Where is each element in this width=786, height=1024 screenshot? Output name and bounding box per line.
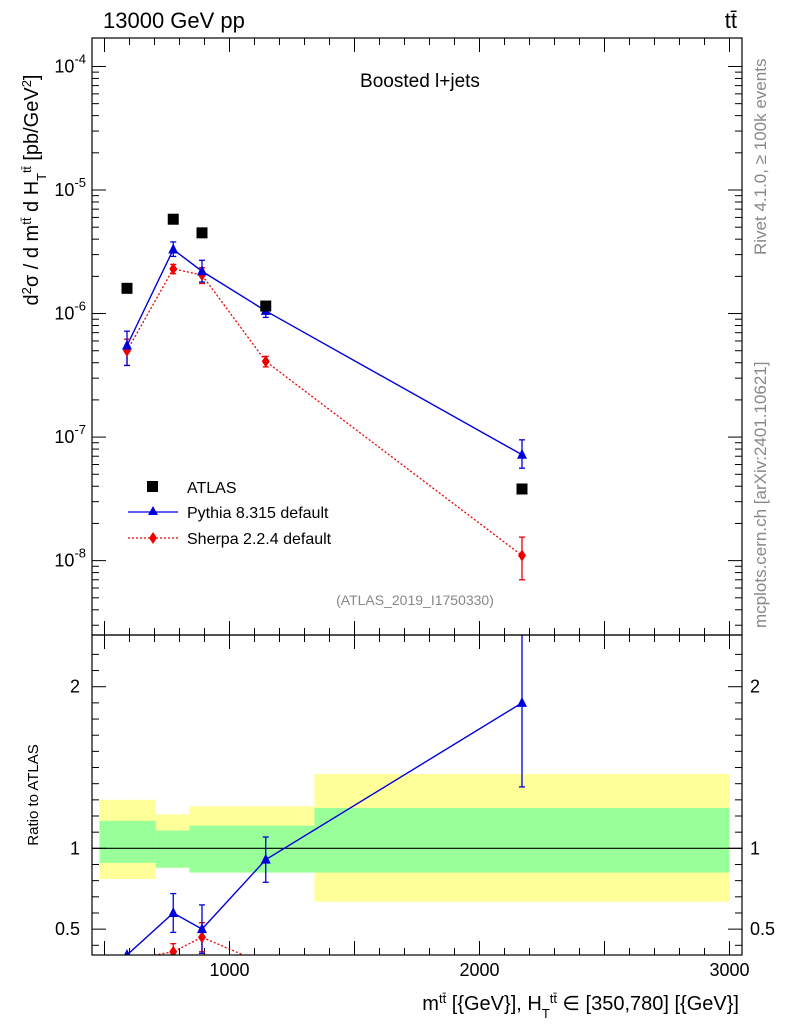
- ratio-y-tick-label-right: 0.5: [750, 919, 775, 939]
- ratio-y-tick-label-left: 1: [70, 838, 80, 858]
- ratio-frame: [91, 634, 743, 956]
- atlas-point: [516, 483, 528, 495]
- x-tick-label: 3000: [709, 960, 749, 980]
- legend-label-sherpa: Sherpa 2.2.4 default: [187, 531, 332, 548]
- x-ticks: 1000 2000 3000: [104, 635, 750, 980]
- legend: ATLAS Pythia 8.315 default Sherpa 2.2.4 …: [128, 480, 332, 548]
- mcplots-label: mcplots.cern.ch [arXiv:2401.10621]: [751, 362, 770, 628]
- ratio-sherpa-point: [126, 953, 128, 955]
- x-tick-label: 1000: [209, 960, 249, 980]
- uncertainty-band-inner: [314, 807, 730, 873]
- y-axis-label: d2σ / d mtt̄ d HTtt̄ [pb/GeV2]: [19, 75, 49, 306]
- ratio-y-axis-label: Ratio to ATLAS: [25, 744, 42, 845]
- uncertainty-band-inner: [99, 820, 156, 863]
- sherpa-point: [518, 549, 526, 562]
- ratio-y-tick-label-left: 0.5: [55, 919, 80, 939]
- x-axis-label: mtt̄ [{GeV}], HTtt̄ ∈ [350,780] [{GeV}]: [422, 991, 739, 1021]
- y-tick-label: 10-4: [54, 51, 86, 76]
- pythia-point: [197, 265, 207, 276]
- ratio-sherpa-point: [262, 959, 270, 971]
- ratio-y-tick-label-right: 1: [750, 838, 760, 858]
- legend-marker-sherpa: [149, 532, 157, 544]
- legend-marker-atlas: [147, 481, 158, 492]
- main-y-ticks: 10-8 10-7 10-6 10-5 10-4: [54, 51, 742, 626]
- ratio-pythia-point: [197, 923, 207, 934]
- header-right: tt̄: [725, 8, 737, 33]
- atlas-point: [260, 300, 272, 312]
- ratio-panel: 1000 2000 3000 0.5 0.5 1 1 2 2: [55, 635, 775, 980]
- y-tick-label: 10-6: [54, 299, 86, 324]
- uncertainty-band-inner: [189, 825, 315, 873]
- ratio-pythia-point: [168, 906, 179, 917]
- legend-label-pythia: Pythia 8.315 default: [187, 505, 329, 522]
- atlas-point: [167, 213, 179, 225]
- ratio-sherpa-point: [198, 931, 206, 944]
- ratio-y-tick-label-right: 2: [750, 677, 760, 697]
- analysis-label: (ATLAS_2019_I1750330): [336, 592, 494, 608]
- ratio-pythia-point: [517, 696, 527, 707]
- ratio-pythia-point: [260, 853, 271, 864]
- ratio-sherpa-point: [169, 945, 178, 955]
- atlas-point: [121, 282, 133, 294]
- sherpa-point: [169, 262, 178, 275]
- y-tick-label: 10-5: [54, 175, 86, 200]
- y-tick-label: 10-8: [54, 546, 86, 571]
- sherpa-line: [126, 268, 523, 557]
- ratio-y-tick-label-left: 2: [70, 677, 80, 697]
- legend-label-atlas: ATLAS: [187, 480, 237, 497]
- sherpa-point: [261, 355, 270, 368]
- rivet-label: Rivet 4.1.0, ≥ 100k events: [751, 59, 770, 255]
- uncertainty-band-inner: [155, 830, 190, 868]
- main-series: [121, 213, 528, 581]
- y-tick-label: 10-7: [54, 422, 86, 447]
- atlas-point: [196, 227, 208, 239]
- x-tick-label: 2000: [459, 960, 499, 980]
- ratio-series: [92, 635, 742, 972]
- ratio-sherpa-point: [518, 960, 526, 972]
- main-panel: 10-8 10-7 10-6 10-5 10-4: [54, 38, 742, 635]
- ratio-pythia-point: [124, 949, 130, 955]
- pythia-point: [517, 448, 527, 459]
- header-left: 13000 GeV pp: [103, 8, 245, 33]
- ratio-y-ticks: 0.5 0.5 1 1 2 2: [55, 653, 775, 946]
- pythia-point: [168, 243, 179, 254]
- pythia-point: [122, 339, 132, 350]
- chart-title: Boosted l+jets: [360, 71, 480, 92]
- pythia-line: [126, 248, 523, 456]
- legend-marker-pythia: [148, 506, 158, 515]
